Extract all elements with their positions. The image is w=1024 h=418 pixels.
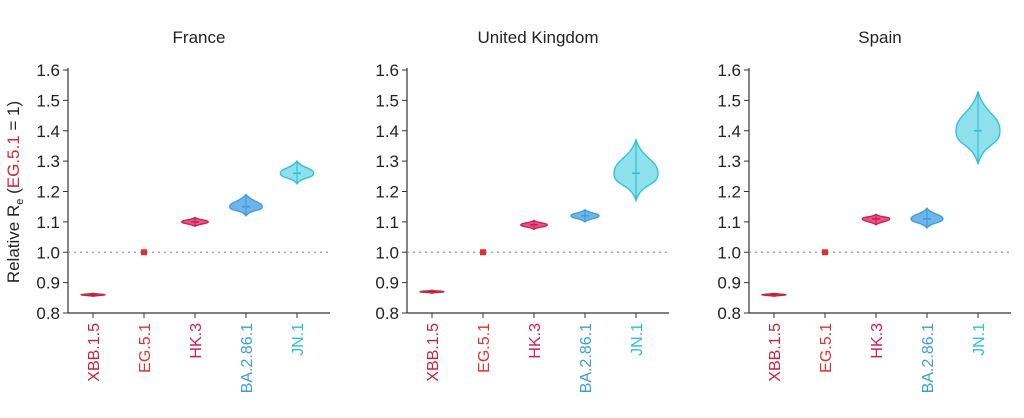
panel-2-y-tick-label: 1.0 [717, 243, 741, 262]
panel-0-y-tick-label: 1.3 [36, 152, 60, 171]
panel-1-y-tick-label: 0.9 [375, 274, 399, 293]
panel-1-x-tick-label-1: EG.5.1 [476, 323, 493, 373]
panel-0-y-tick-label: 1.4 [36, 122, 60, 141]
panel-1-point-1 [480, 249, 486, 256]
panel-2-y-tick-label: 1.1 [717, 213, 741, 232]
panel-0-y-tick-label: 1.1 [36, 213, 60, 232]
panel-0-y-tick-label: 1.0 [36, 243, 60, 262]
panel-0-x-tick-label-3: BA.2.86.1 [239, 323, 256, 393]
panel-0-y-tick-label: 0.9 [36, 274, 60, 293]
panel-0-y-tick-label: 1.6 [36, 61, 60, 80]
panel-1-y-tick-label: 1.2 [375, 183, 399, 202]
panel-2-y-tick-label: 0.9 [717, 274, 741, 293]
panel-1-y-tick-label: 1.4 [375, 122, 399, 141]
panel-1-x-tick-label-0: XBB.1.5 [425, 323, 442, 382]
panel-1-y-tick-label: 1.1 [375, 213, 399, 232]
panel-2-x-tick-label-1: EG.5.1 [818, 323, 835, 373]
panel-2-x-tick-label-4: JN.1 [971, 323, 988, 356]
panel-1-x-tick-label-3: BA.2.86.1 [578, 323, 595, 393]
panel-2-x-tick-label-3: BA.2.86.1 [920, 323, 937, 393]
panel-2-x-tick-label-0: XBB.1.5 [767, 323, 784, 382]
panel-0-point-1 [141, 249, 147, 256]
panel-0-title: France [173, 28, 226, 47]
panel-1-y-tick-label: 0.8 [375, 304, 399, 323]
panel-0-x-tick-label-1: EG.5.1 [137, 323, 154, 373]
panel-0-y-tick-label: 1.2 [36, 183, 60, 202]
panel-2-y-tick-label: 1.4 [717, 122, 741, 141]
panel-0-x-tick-label-2: HK.3 [188, 323, 205, 359]
panel-2-title: Spain [858, 28, 901, 47]
panel-1-title: United Kingdom [478, 28, 599, 47]
panel-2-y-tick-label: 0.8 [717, 304, 741, 323]
panel-2-point-1 [822, 249, 828, 256]
panel-2-y-tick-label: 1.3 [717, 152, 741, 171]
panel-0-x-tick-label-4: JN.1 [290, 323, 307, 356]
panel-1-y-tick-label: 1.6 [375, 61, 399, 80]
panel-0-x-tick-label-0: XBB.1.5 [86, 323, 103, 382]
panel-1-x-tick-label-2: HK.3 [527, 323, 544, 359]
panel-2-y-tick-label: 1.5 [717, 91, 741, 110]
panel-2-y-tick-label: 1.2 [717, 183, 741, 202]
panel-2-y-tick-label: 1.6 [717, 61, 741, 80]
panel-1-y-tick-label: 1.0 [375, 243, 399, 262]
panel-1-y-tick-label: 1.3 [375, 152, 399, 171]
panel-1-x-tick-label-4: JN.1 [629, 323, 646, 356]
panel-1-y-tick-label: 1.5 [375, 91, 399, 110]
panel-0-y-tick-label: 1.5 [36, 91, 60, 110]
panel-2-x-tick-label-2: HK.3 [869, 323, 886, 359]
panel-0-y-tick-label: 0.8 [36, 304, 60, 323]
